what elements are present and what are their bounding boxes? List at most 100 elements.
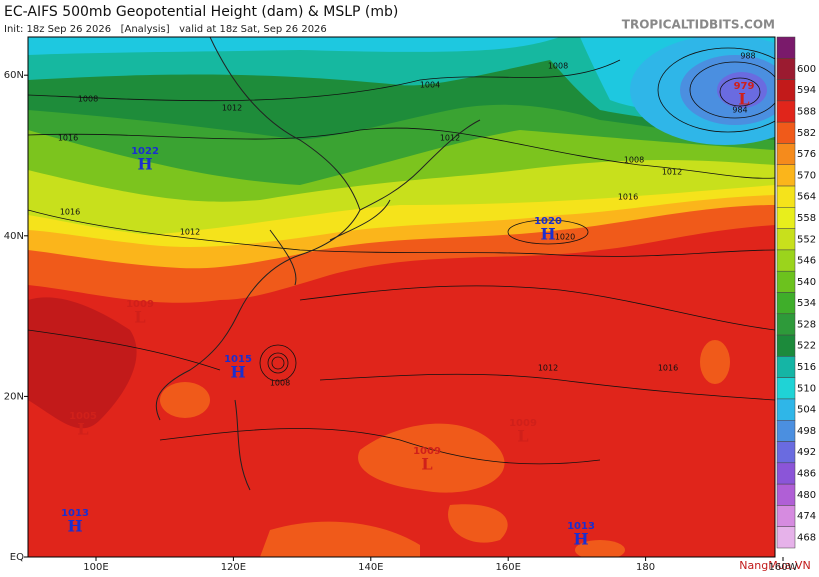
isobar-label: 1004 <box>420 81 440 90</box>
subtitle: Init: 18z Sep 26 2026 [Analysis] valid a… <box>4 24 327 35</box>
colorbar-box <box>776 292 796 315</box>
pressure-letter: L <box>517 427 528 446</box>
pressure-value: 1005 <box>69 411 97 422</box>
pressure-letter: H <box>137 155 152 174</box>
isobar-label: 1020 <box>555 233 575 242</box>
isobar-label: 1016 <box>60 208 80 217</box>
colorbar-label: 516 <box>797 362 816 373</box>
lat-label: EQ <box>10 552 24 563</box>
pressure-value: 1009 <box>413 446 441 457</box>
lon-label: 160W <box>769 562 798 573</box>
pressure-value: 1015 <box>224 354 252 365</box>
isobar-label: 988 <box>740 52 755 61</box>
pressure-letter: L <box>77 420 88 439</box>
colorbar-label: 486 <box>797 468 816 479</box>
colorbar-label: 492 <box>797 447 816 458</box>
colorbar-label: 504 <box>797 405 816 416</box>
colorbar-label: 576 <box>797 149 816 160</box>
colorbar-label: 600 <box>797 64 816 75</box>
isobar-label: 984 <box>732 106 747 115</box>
colorbar-label: 594 <box>797 85 816 96</box>
isobar-label: 1008 <box>270 379 290 388</box>
pressure-value: 979 <box>734 81 755 92</box>
colorbar-label: 468 <box>797 532 816 543</box>
isobar-label: 1008 <box>78 95 98 104</box>
isobar-label: 1012 <box>538 364 558 373</box>
lon-label: 100E <box>83 562 108 573</box>
isobar-label: 1012 <box>440 134 460 143</box>
colorbar-box <box>776 377 796 400</box>
colorbar-box <box>776 526 796 549</box>
lat-label: 40N <box>4 231 24 242</box>
lat-label: 60N <box>4 70 24 81</box>
lon-label: 120E <box>221 562 246 573</box>
pressure-letter: L <box>134 308 145 327</box>
colorbar-box <box>776 356 796 378</box>
isobar-label: 1016 <box>58 134 78 143</box>
site: TROPICALTIDBITS.COM <box>622 18 775 32</box>
colorbar-box <box>776 398 796 421</box>
colorbar-label: 510 <box>797 383 816 394</box>
colorbar-box <box>776 58 796 80</box>
isobar-label: 1012 <box>222 104 242 113</box>
colorbar-label: 540 <box>797 277 816 288</box>
colorbar-box <box>776 441 796 464</box>
map-frame <box>27 36 776 558</box>
pressure-letter: H <box>67 517 82 536</box>
isobar-label: 1012 <box>662 168 682 177</box>
lat-label: 20N <box>4 391 24 402</box>
colorbar-label: 570 <box>797 170 816 181</box>
pressure-letter: H <box>230 363 245 382</box>
pressure-value: 1022 <box>131 146 159 157</box>
colorbar-label: 564 <box>797 192 816 203</box>
colorbar-label: 558 <box>797 213 816 224</box>
lon-label: 140E <box>358 562 383 573</box>
colorbar-box <box>776 228 796 251</box>
colorbar-box <box>776 462 796 485</box>
colorbar-label: 498 <box>797 426 816 437</box>
colorbar-label: 552 <box>797 234 816 245</box>
colorbar-box <box>776 143 796 165</box>
colorbar-box <box>776 505 796 527</box>
colorbar-label: 522 <box>797 341 816 352</box>
colorbar-box <box>776 207 796 229</box>
colorbar-label: 480 <box>797 490 816 501</box>
colorbar-box <box>776 313 796 336</box>
colorbar-box <box>776 100 796 123</box>
colorbar-label: 582 <box>797 128 816 139</box>
pressure-letter: H <box>540 225 555 244</box>
colorbar-label: 528 <box>797 319 816 330</box>
isobar-label: 1016 <box>618 193 638 202</box>
colorbar-label: 546 <box>797 256 816 267</box>
map-fill <box>28 37 775 557</box>
colorbar-box <box>776 483 796 506</box>
pressure-letter: H <box>573 530 588 549</box>
watermark: NangMua.VN <box>739 559 810 572</box>
colorbar-box <box>776 79 796 102</box>
isobar-label: 1012 <box>180 228 200 237</box>
colorbar-box <box>776 164 796 187</box>
colorbar-box <box>776 121 796 144</box>
colorbar-box <box>776 185 796 208</box>
isobar-label: 1008 <box>548 62 568 71</box>
colorbar-box <box>776 420 796 442</box>
lon-label: 160E <box>495 562 520 573</box>
lon-label: 180 <box>636 562 655 573</box>
pressure-letter: L <box>738 90 749 109</box>
colorbar-label: 474 <box>797 511 816 522</box>
pressure-value: 1013 <box>61 508 89 519</box>
colorbar-box <box>776 334 796 357</box>
isobar-label: 1016 <box>658 364 678 373</box>
title: EC-AIFS 500mb Geopotential Height (dam) … <box>4 4 398 20</box>
colorbar-box <box>776 270 796 293</box>
pressure-value: 1009 <box>126 299 154 310</box>
colorbar-label: 588 <box>797 107 816 118</box>
pressure-value: 1013 <box>567 521 595 532</box>
pressure-letter: L <box>421 455 432 474</box>
pressure-value: 1009 <box>509 418 537 429</box>
colorbar-label: 534 <box>797 298 816 309</box>
colorbar-box <box>776 36 796 59</box>
isobar-label: 1008 <box>624 156 644 165</box>
